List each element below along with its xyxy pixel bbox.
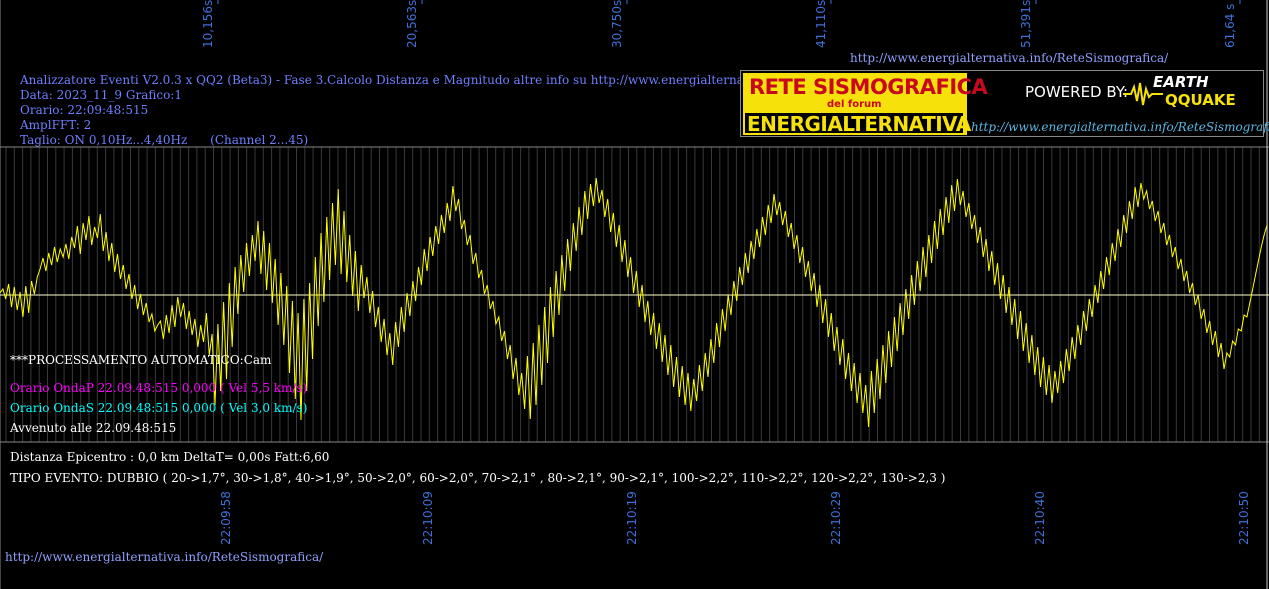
top-tick-label: 10,156s [201,0,215,48]
bottom-tick-label: 22:10:09 [421,491,435,545]
orario-line: Orario: 22:09:48:515 [20,103,149,117]
logo-powered-by: POWERED BY: [1025,83,1129,101]
amplfft-line: AmplFFT: 2 [20,118,92,132]
top-tick-label: 51,391s [1019,0,1033,48]
bottom-tick-label: 22:10:50 [1237,491,1251,545]
bottom-tick-label: 22:10:29 [829,491,843,545]
top-right-url[interactable]: http://www.energialternativa.info/ReteSi… [850,51,1169,65]
logo-brand-earth: EARTH [1153,73,1209,91]
logo-title: RETE SISMOGRAFICA [749,75,988,99]
onda-p-time: Orario OndaP 22.09.48:515 0,000 ( Vel 5,… [10,381,308,395]
top-tick-label: 30,750s [610,0,624,48]
processing-status: ***PROCESSAMENTO AUTOMATICO:Cam [10,353,272,367]
logo-brand-qquake: QQUAKE [1165,91,1236,109]
bottom-tick-label: 22:09:58 [219,491,233,545]
logo-dark-strip [745,113,963,133]
epicenter-distance: Distanza Epicentro : 0,0 km DeltaT= 0,00… [10,450,330,464]
top-tick-label: 61,64 s [1223,4,1237,48]
title-line: Analizzatore Eventi V2.0.3 x QQ2 (Beta3)… [20,73,856,87]
event-time: Avvenuto alle 22.09.48:515 [10,421,177,435]
bottom-tick-label: 22:10:40 [1033,491,1047,545]
onda-s-time: Orario OndaS 22.09.48:515 0,000 ( Vel 3,… [10,401,308,415]
bottom-tick-label: 22:10:19 [625,491,639,545]
seismic-trace [0,177,1268,428]
data-line: Data: 2023_11_9 Grafico:1 [20,88,182,102]
logo-subtitle: del forum [827,99,882,110]
logo-url[interactable]: http://www.energialternativa.info/ReteSi… [971,120,1269,134]
footer-url[interactable]: http://www.energialternativa.info/ReteSi… [5,550,324,564]
rete-sismografica-logo: RETE SISMOGRAFICA del forum ENERGIALTERN… [740,70,1269,137]
logo-forum-name: ENERGIALTERNATIVA [747,112,971,136]
event-type: TIPO EVENTO: DUBBIO ( 20->1,7°, 30->1,8°… [10,471,946,485]
taglio-line: Taglio: ON 0,10Hz...4,40Hz (Channel 2...… [20,133,309,147]
top-tick-label: 41,110s [814,0,828,48]
top-tick-label: 20,563s [405,0,419,48]
seismic-wave-icon [1123,82,1163,106]
